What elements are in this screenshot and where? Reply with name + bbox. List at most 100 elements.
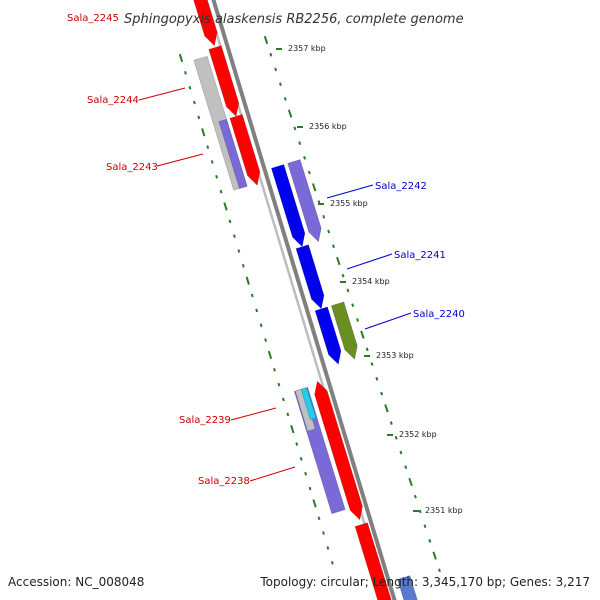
right-rail-tick (423, 524, 427, 528)
left-rail-tick (259, 323, 263, 328)
scale-ticks (178, 35, 441, 573)
left-rail-tick (201, 128, 206, 137)
right-rail-tick (336, 256, 341, 266)
left-rail-tick (267, 350, 273, 360)
right-rail-tick (408, 477, 413, 487)
right-rail-tick (428, 539, 432, 543)
kbp-tick-label: 2354 kbp (352, 277, 390, 286)
left-rail-tick (290, 425, 295, 434)
left-rail-tick (286, 412, 290, 417)
gene-sala-2240[interactable] (314, 306, 342, 365)
gene-sala-2245[interactable] (189, 0, 218, 47)
left-rail-tick (232, 234, 236, 238)
kbp-tick-label: 2352 kbp (399, 430, 437, 439)
map-title: Sphingopyxis alaskensis RB2256, complete… (124, 12, 464, 27)
right-rail-tick (283, 97, 287, 101)
leader-line (346, 253, 393, 270)
kbp-tick-label: 2351 kbp (425, 506, 463, 515)
left-rail-tick (312, 499, 317, 508)
left-rail-tick (330, 560, 334, 565)
left-rail-tick (299, 457, 303, 461)
gene-label-sala-2242[interactable]: Sala_2242 (375, 181, 427, 192)
gene-label-sala-2240[interactable]: Sala_2240 (413, 309, 465, 320)
right-rail-tick (394, 435, 398, 440)
left-rail-tick (197, 115, 201, 120)
right-rail-tick (413, 494, 417, 499)
gene-sala-2242[interactable] (271, 164, 306, 248)
left-rail-tick (223, 202, 228, 211)
right-rail-tick (418, 509, 422, 514)
gene-label-sala-2238[interactable]: Sala_2238 (198, 476, 250, 487)
left-rail-tick (210, 160, 214, 164)
purple-domain-reverse[interactable] (287, 159, 322, 243)
right-rail-tick (298, 141, 302, 145)
right-rail-tick (263, 35, 269, 45)
left-rail-tick (304, 471, 308, 476)
gene-label-leaders (138, 87, 412, 482)
right-rail-tick (269, 52, 273, 57)
kbp-tick-label: 2356 kbp (309, 122, 347, 131)
leader-line (364, 312, 412, 330)
right-rail-tick (287, 109, 293, 118)
left-rail-tick (245, 276, 250, 285)
left-rail-tick (228, 219, 232, 224)
blue-fragment-bottom[interactable] (397, 575, 420, 600)
right-rail-tick (380, 391, 384, 396)
right-rail-tick (365, 347, 369, 352)
right-rail-tick (432, 551, 437, 560)
gene-sala-2237[interactable] (354, 522, 392, 600)
right-rail-tick (322, 214, 326, 219)
leader-line (156, 153, 204, 167)
accession-label: Accession: NC_008048 (8, 575, 144, 589)
right-rail-tick (370, 362, 374, 366)
right-rail-tick (360, 330, 365, 339)
gene-label-sala-2245[interactable]: Sala_2245 (67, 13, 119, 24)
gene-label-sala-2239[interactable]: Sala_2239 (179, 415, 231, 426)
gene-sala-2244[interactable] (208, 45, 240, 117)
purple-domain-upper[interactable] (218, 118, 248, 189)
left-rail-tick (264, 338, 267, 342)
left-rail-tick (192, 100, 196, 105)
right-rail-tick (332, 244, 335, 249)
gene-sala-2243[interactable] (229, 114, 261, 186)
right-rail-tick (346, 288, 350, 293)
kbp-tick-label: 2353 kbp (376, 351, 414, 360)
right-rail-tick (438, 568, 441, 573)
right-rail-tick (341, 273, 345, 278)
right-rail-tick (274, 67, 278, 72)
left-rail-tick (237, 249, 241, 253)
olive-domain-reverse[interactable] (330, 301, 358, 360)
leader-line (326, 184, 374, 199)
gene-sala-2241[interactable] (295, 244, 325, 310)
right-rail-tick (404, 465, 408, 470)
gene-label-sala-2243[interactable]: Sala_2243 (106, 162, 158, 173)
left-rail-tick (255, 308, 259, 313)
genome-summary-label: Topology: circular; Length: 3,345,170 bp… (259, 575, 590, 589)
right-rail-tick (279, 82, 282, 87)
right-rail-tick (375, 377, 379, 381)
left-rail-tick (188, 85, 192, 90)
gene-label-sala-2241[interactable]: Sala_2241 (394, 250, 446, 261)
right-rail-tick (351, 303, 355, 308)
gene-features (189, 0, 420, 600)
gene-labels: Sala_2245 Sala_2244 Sala_2243 Sala_2242 Sala… (67, 13, 465, 487)
leader-line (249, 466, 296, 482)
cyan-domain[interactable] (300, 387, 317, 421)
right-rail-tick (327, 229, 331, 234)
left-rail-tick (295, 442, 299, 446)
right-rail-tick (303, 156, 306, 160)
kbp-tick-label: 2357 kbp (288, 44, 326, 53)
leader-line (230, 407, 277, 421)
left-rail-tick (241, 264, 245, 268)
left-rail-tick (178, 53, 184, 63)
left-rail-tick (281, 397, 285, 402)
backbone-line (211, 0, 397, 600)
right-rail-tick (293, 126, 297, 131)
gene-sala-2238[interactable] (327, 433, 363, 521)
right-rail-tick (389, 421, 393, 425)
right-rail-tick (311, 183, 317, 192)
left-rail-tick (317, 516, 321, 521)
right-rail-tick (307, 170, 311, 175)
gene-label-sala-2244[interactable]: Sala_2244 (87, 95, 139, 106)
